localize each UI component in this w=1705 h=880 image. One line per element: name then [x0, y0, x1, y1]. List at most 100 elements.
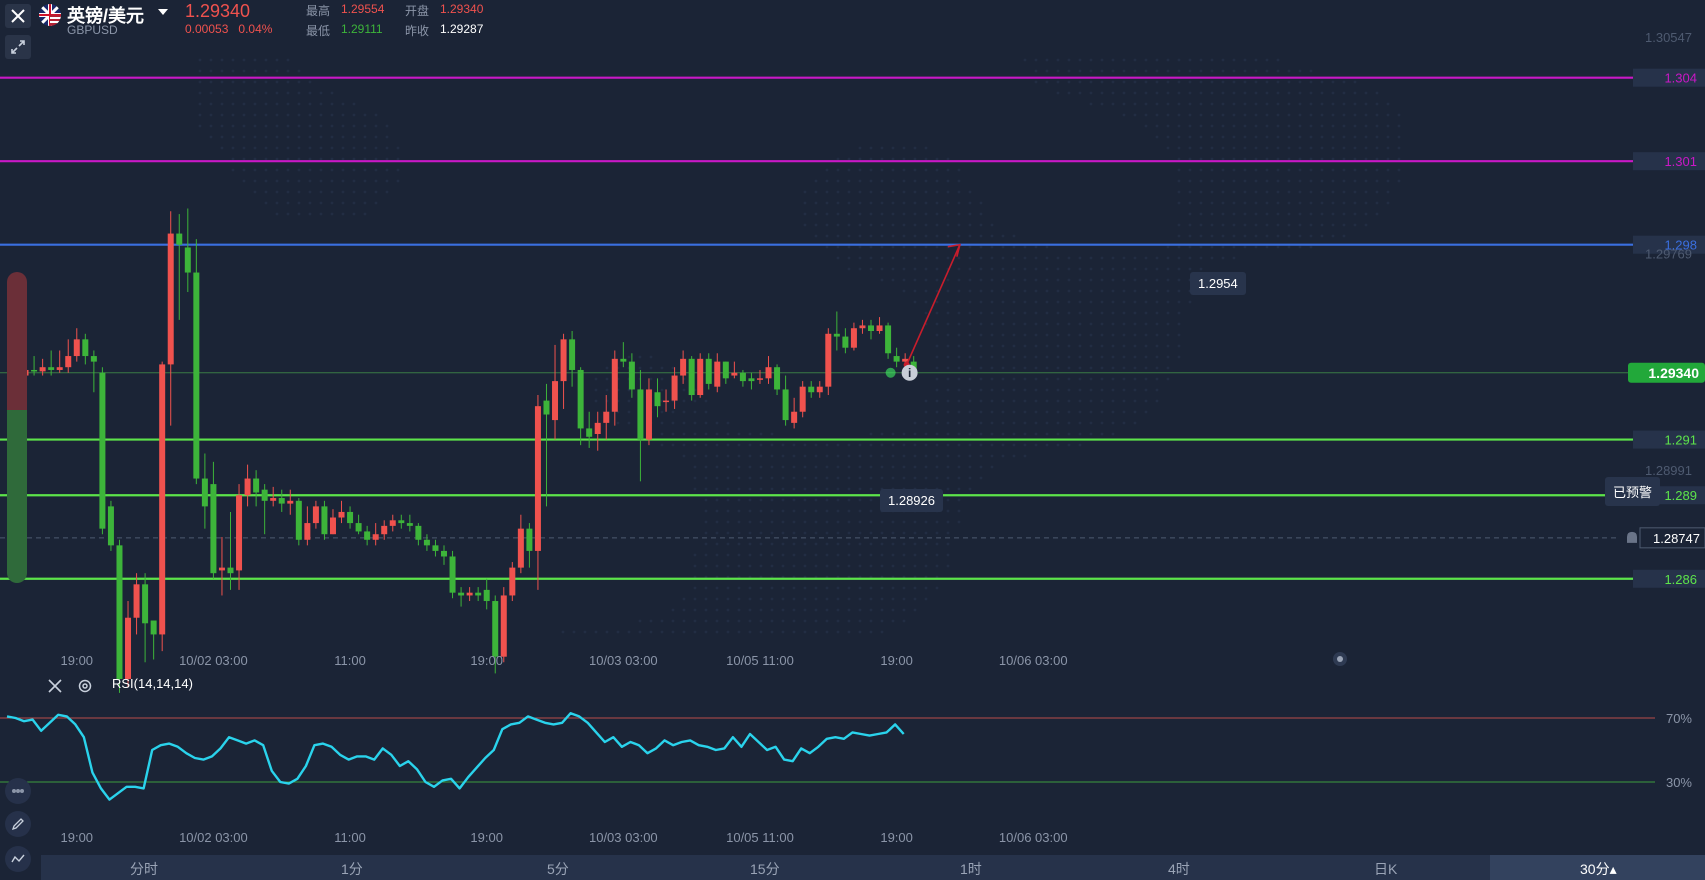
candle-body[interactable] — [654, 392, 661, 407]
candle-body[interactable] — [31, 369, 38, 372]
candle-body[interactable] — [253, 478, 260, 493]
close-icon[interactable] — [47, 678, 63, 694]
candle-body[interactable] — [270, 498, 277, 501]
candle-body[interactable] — [415, 525, 422, 540]
candle-body[interactable] — [312, 506, 319, 524]
candle-body[interactable] — [458, 592, 465, 596]
candle-body[interactable] — [295, 500, 302, 540]
candle-body[interactable] — [782, 389, 789, 421]
candle-body[interactable] — [714, 361, 721, 387]
candle-body[interactable] — [526, 528, 533, 551]
candle-body[interactable] — [483, 589, 490, 602]
candle-body[interactable] — [577, 369, 584, 429]
candle-body[interactable] — [304, 523, 311, 540]
candle-body[interactable] — [125, 617, 132, 679]
candle-body[interactable] — [82, 339, 89, 357]
candle-body[interactable] — [799, 386, 806, 412]
candle-body[interactable] — [65, 356, 72, 368]
candle-body[interactable] — [321, 506, 328, 535]
candle-body[interactable] — [850, 328, 857, 348]
candle-body[interactable] — [569, 339, 576, 370]
candle-body[interactable] — [833, 333, 840, 337]
candle-body[interactable] — [748, 378, 755, 382]
candle-body[interactable] — [808, 386, 815, 393]
drawing-button[interactable] — [5, 811, 31, 837]
candle-body[interactable] — [722, 361, 729, 379]
candle-body[interactable] — [142, 584, 149, 624]
candle-body[interactable] — [432, 545, 439, 551]
candle-body[interactable] — [466, 592, 473, 596]
candle-body[interactable] — [885, 325, 892, 354]
candle-body[interactable] — [287, 500, 294, 504]
candle-body[interactable] — [893, 356, 900, 362]
candle-body[interactable] — [500, 595, 507, 657]
candle-body[interactable] — [381, 525, 388, 535]
chart-type-button[interactable] — [5, 846, 31, 872]
candle-body[interactable] — [133, 584, 140, 618]
candle-body[interactable] — [347, 511, 354, 524]
symbol-name[interactable]: 英镑/美元 — [67, 6, 145, 26]
candle-body[interactable] — [107, 506, 114, 546]
candle-body[interactable] — [261, 489, 268, 501]
candle-body[interactable] — [791, 411, 798, 423]
candle-body[interactable] — [552, 381, 559, 421]
candle-body[interactable] — [680, 358, 687, 376]
candle-body[interactable] — [99, 372, 106, 529]
candle-body[interactable] — [816, 386, 823, 393]
timeframe-15m[interactable]: 15分 — [750, 861, 780, 877]
candle-body[interactable] — [364, 531, 371, 540]
candle-body[interactable] — [603, 411, 610, 423]
candle-body[interactable] — [637, 389, 644, 440]
candle-body[interactable] — [406, 523, 413, 526]
candle-body[interactable] — [398, 520, 405, 524]
candle-body[interactable] — [586, 428, 593, 437]
candle-body[interactable] — [645, 389, 652, 440]
expand-button[interactable] — [5, 35, 31, 59]
candle-body[interactable] — [868, 325, 874, 331]
candle-body[interactable] — [56, 367, 63, 370]
candle-body[interactable] — [560, 339, 567, 382]
candle-body[interactable] — [517, 528, 524, 568]
candle-body[interactable] — [594, 422, 601, 434]
candle-body[interactable] — [389, 520, 396, 526]
close-button[interactable] — [5, 4, 31, 28]
info-icon[interactable] — [901, 364, 918, 381]
candle-body[interactable] — [48, 367, 55, 370]
indicator-button[interactable] — [5, 778, 31, 804]
candle-body[interactable] — [329, 517, 336, 535]
candle-body[interactable] — [731, 372, 738, 376]
candle-body[interactable] — [774, 367, 781, 390]
timeframe-4h[interactable]: 4时 — [1168, 861, 1190, 877]
timeframe-1m[interactable]: 1分 — [341, 861, 363, 877]
timeframe-5m[interactable]: 5分 — [547, 861, 569, 877]
candle-body[interactable] — [620, 358, 627, 362]
candle-body[interactable] — [543, 400, 550, 415]
rsi-line[interactable] — [6, 712, 905, 801]
settings-icon[interactable] — [77, 678, 93, 694]
candle-body[interactable] — [705, 358, 712, 384]
trend-arrow-line[interactable] — [905, 244, 961, 366]
candle-body[interactable] — [355, 523, 362, 532]
candle-body[interactable] — [509, 567, 516, 596]
candle-body[interactable] — [176, 233, 183, 245]
candle-body[interactable] — [184, 247, 191, 273]
candle-body[interactable] — [193, 272, 200, 479]
candle-body[interactable] — [663, 400, 670, 403]
candle-body[interactable] — [116, 545, 123, 679]
candle-body[interactable] — [150, 620, 157, 635]
candle-body[interactable] — [236, 495, 243, 571]
candle-body[interactable] — [902, 358, 909, 362]
candle-body[interactable] — [39, 367, 46, 372]
timeframe-1h[interactable]: 1时 — [960, 861, 982, 877]
timeframe-30m[interactable]: 30分▴ — [1580, 861, 1617, 877]
candle-body[interactable] — [756, 378, 763, 380]
alert-triggered-tag[interactable]: 已预警 — [1605, 477, 1661, 506]
candle-body[interactable] — [628, 361, 635, 390]
chevron-down-icon[interactable] — [158, 9, 168, 15]
timeframe-tick[interactable]: 分时 — [130, 861, 158, 877]
candle-body[interactable] — [534, 406, 541, 551]
candle-body[interactable] — [697, 358, 704, 396]
candle-body[interactable] — [218, 567, 225, 571]
candle-body[interactable] — [244, 478, 251, 496]
candle-body[interactable] — [210, 484, 217, 574]
